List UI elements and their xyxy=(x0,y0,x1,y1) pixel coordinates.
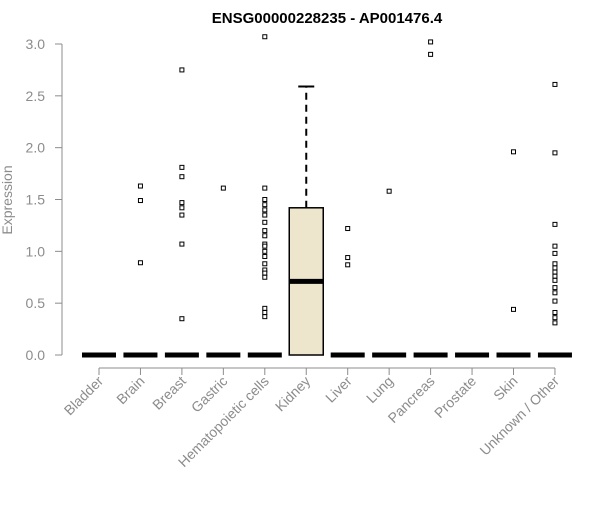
outlier-point xyxy=(552,265,558,271)
outlier-point xyxy=(137,183,143,189)
y-axis: 0.0 0.5 1.0 1.5 2.0 2.5 3.0 xyxy=(26,36,63,363)
outlier-point xyxy=(552,243,558,249)
outlier-point xyxy=(552,285,558,291)
outlier-point xyxy=(262,219,268,225)
box-group-liver xyxy=(330,226,365,358)
y-tick-label: 1.5 xyxy=(26,192,46,208)
box-group-brain xyxy=(123,183,158,358)
y-tick-label: 3.0 xyxy=(26,36,46,52)
outlier-point xyxy=(345,262,351,268)
outlier-point xyxy=(552,150,558,156)
outlier-point xyxy=(262,254,268,260)
outlier-point xyxy=(552,290,558,296)
x-tick-label: Breast xyxy=(149,373,189,413)
outlier-point xyxy=(552,221,558,227)
outlier-point xyxy=(220,185,226,191)
outlier-point xyxy=(262,270,268,276)
box-group-breast xyxy=(164,67,199,358)
outlier-point xyxy=(262,248,268,254)
outlier-point xyxy=(262,305,268,311)
outlier-point xyxy=(262,207,268,213)
plot-area xyxy=(82,34,572,358)
y-tick-label: 0.0 xyxy=(26,347,46,363)
outlier-point xyxy=(345,226,351,232)
outlier-point xyxy=(511,306,516,312)
outlier-point xyxy=(552,273,558,279)
chart-title: ENSG00000228235 - AP001476.4 xyxy=(212,10,443,27)
outlier-point xyxy=(179,316,185,322)
box-group-skin xyxy=(496,149,531,358)
outlier-point xyxy=(179,212,185,218)
outlier-point xyxy=(179,164,185,170)
outlier-point xyxy=(262,212,268,218)
outlier-point xyxy=(552,298,558,304)
outlier-point xyxy=(179,174,185,180)
x-tick-label: Lung xyxy=(363,373,396,406)
x-tick-label: Brain xyxy=(113,373,147,407)
outlier-point xyxy=(262,34,268,40)
outlier-point xyxy=(262,261,268,267)
box-group-unknown-other xyxy=(537,81,572,358)
outlier-point xyxy=(179,205,185,211)
outlier-point xyxy=(262,274,268,280)
outlier-point xyxy=(511,149,516,155)
outlier-point xyxy=(552,250,558,256)
x-tick-label: Liver xyxy=(322,373,355,406)
box-group-gastric xyxy=(206,185,241,358)
outlier-point xyxy=(345,255,351,261)
outlier-point xyxy=(262,228,268,234)
x-tick-label: Skin xyxy=(490,373,521,404)
outlier-point xyxy=(262,185,268,191)
outlier-point xyxy=(262,197,268,202)
outlier-point xyxy=(137,260,143,266)
y-tick-label: 1.0 xyxy=(26,243,46,259)
y-tick-label: 0.5 xyxy=(26,295,46,311)
outlier-point xyxy=(552,269,558,275)
outlier-point xyxy=(179,200,185,206)
outlier-point xyxy=(137,198,143,204)
outlier-point xyxy=(262,233,268,239)
outlier-point xyxy=(552,261,558,267)
outlier-point xyxy=(552,315,558,321)
x-tick-label: Kidney xyxy=(272,373,314,415)
x-tick-label: Bladder xyxy=(61,373,107,419)
box-group-lung xyxy=(372,188,407,358)
x-tick-label: Prostate xyxy=(431,373,479,421)
outlier-point xyxy=(552,277,558,283)
outlier-point xyxy=(386,188,392,194)
outlier-point xyxy=(262,309,268,315)
outlier-point xyxy=(179,241,185,247)
outlier-point xyxy=(552,309,558,315)
outlier-point xyxy=(428,39,434,45)
y-axis-label: Expression xyxy=(0,165,15,234)
x-tick-label: Unknown / Other xyxy=(476,373,562,459)
outlier-point xyxy=(552,81,558,87)
outlier-point xyxy=(262,202,268,208)
outlier-point xyxy=(262,243,268,249)
outlier-point xyxy=(179,67,185,73)
outlier-point xyxy=(262,314,268,320)
y-tick-label: 2.5 xyxy=(26,88,46,104)
outlier-point xyxy=(552,320,558,326)
y-tick-label: 2.0 xyxy=(26,140,46,156)
box-group-hematopoietic-cells xyxy=(247,34,282,358)
outlier-point xyxy=(428,51,434,57)
box-group-kidney xyxy=(288,85,324,356)
box-group-pancreas xyxy=(413,39,448,358)
